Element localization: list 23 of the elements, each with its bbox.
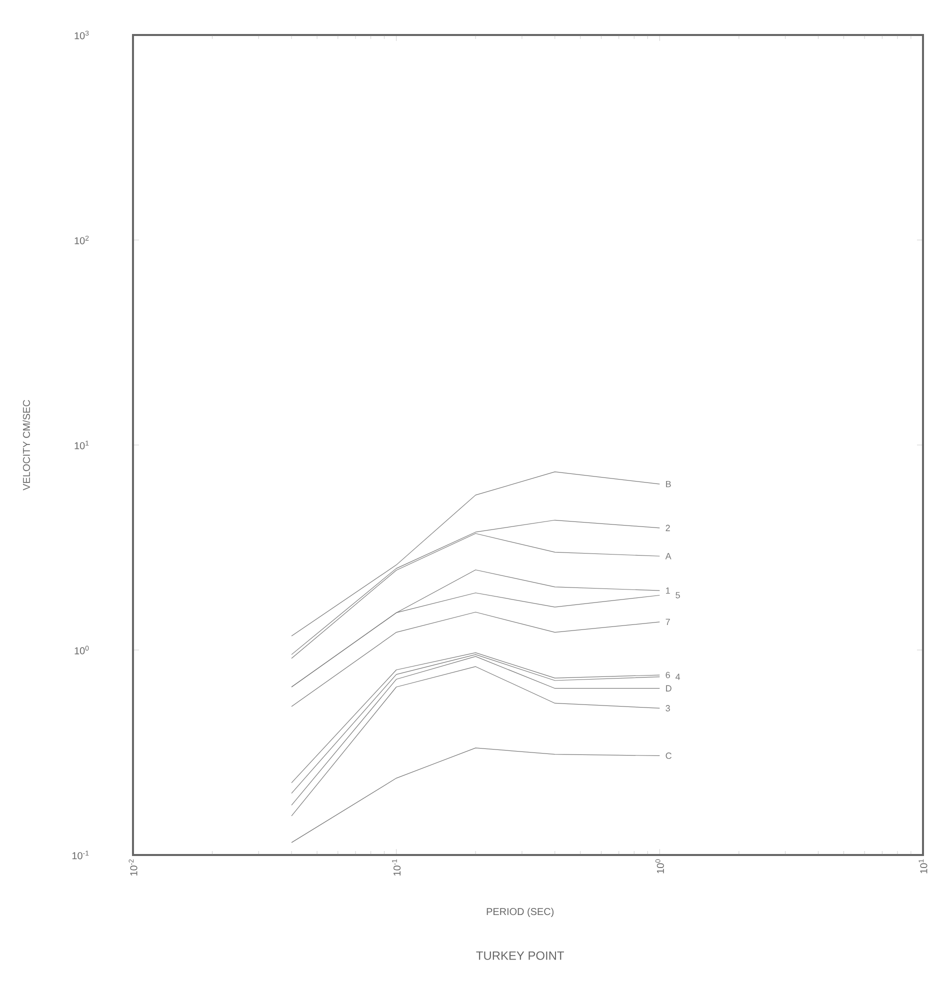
series-label: 3 [666,705,670,712]
series-label: B [666,480,671,488]
x-tick-label: 10$^{-2}$ [128,859,138,876]
series-label: 1 [666,587,670,594]
series-label: 2 [666,524,670,532]
y-tick-label: 10$^{-1}$ [72,850,89,860]
y-axis-title: VELOCITY CM/SEC [22,400,30,490]
series-label: 7 [666,618,670,626]
x-axis-title: PERIOD (SEC) [486,908,554,918]
x-tick-label: 10$^{1}$ [918,859,928,874]
y-tick-label: 10$^{1}$ [74,440,89,450]
y-tick-label: 10$^{2}$ [74,236,89,244]
x-tick-label: 10$^{0}$ [655,859,664,874]
series-label: 5 [676,592,680,598]
series-label: D [666,685,672,692]
text: TURKEY POINT [476,951,564,960]
series-label: 6 [666,672,670,678]
series-label: C [666,752,672,759]
x-tick-label: 10$^{-1}$ [392,859,401,876]
y-tick-label: 10$^{0}$ [74,646,89,654]
y-tick-label: 10$^{3}$ [74,30,89,40]
series-label: 4 [676,674,680,680]
series-label: A [665,553,672,560]
